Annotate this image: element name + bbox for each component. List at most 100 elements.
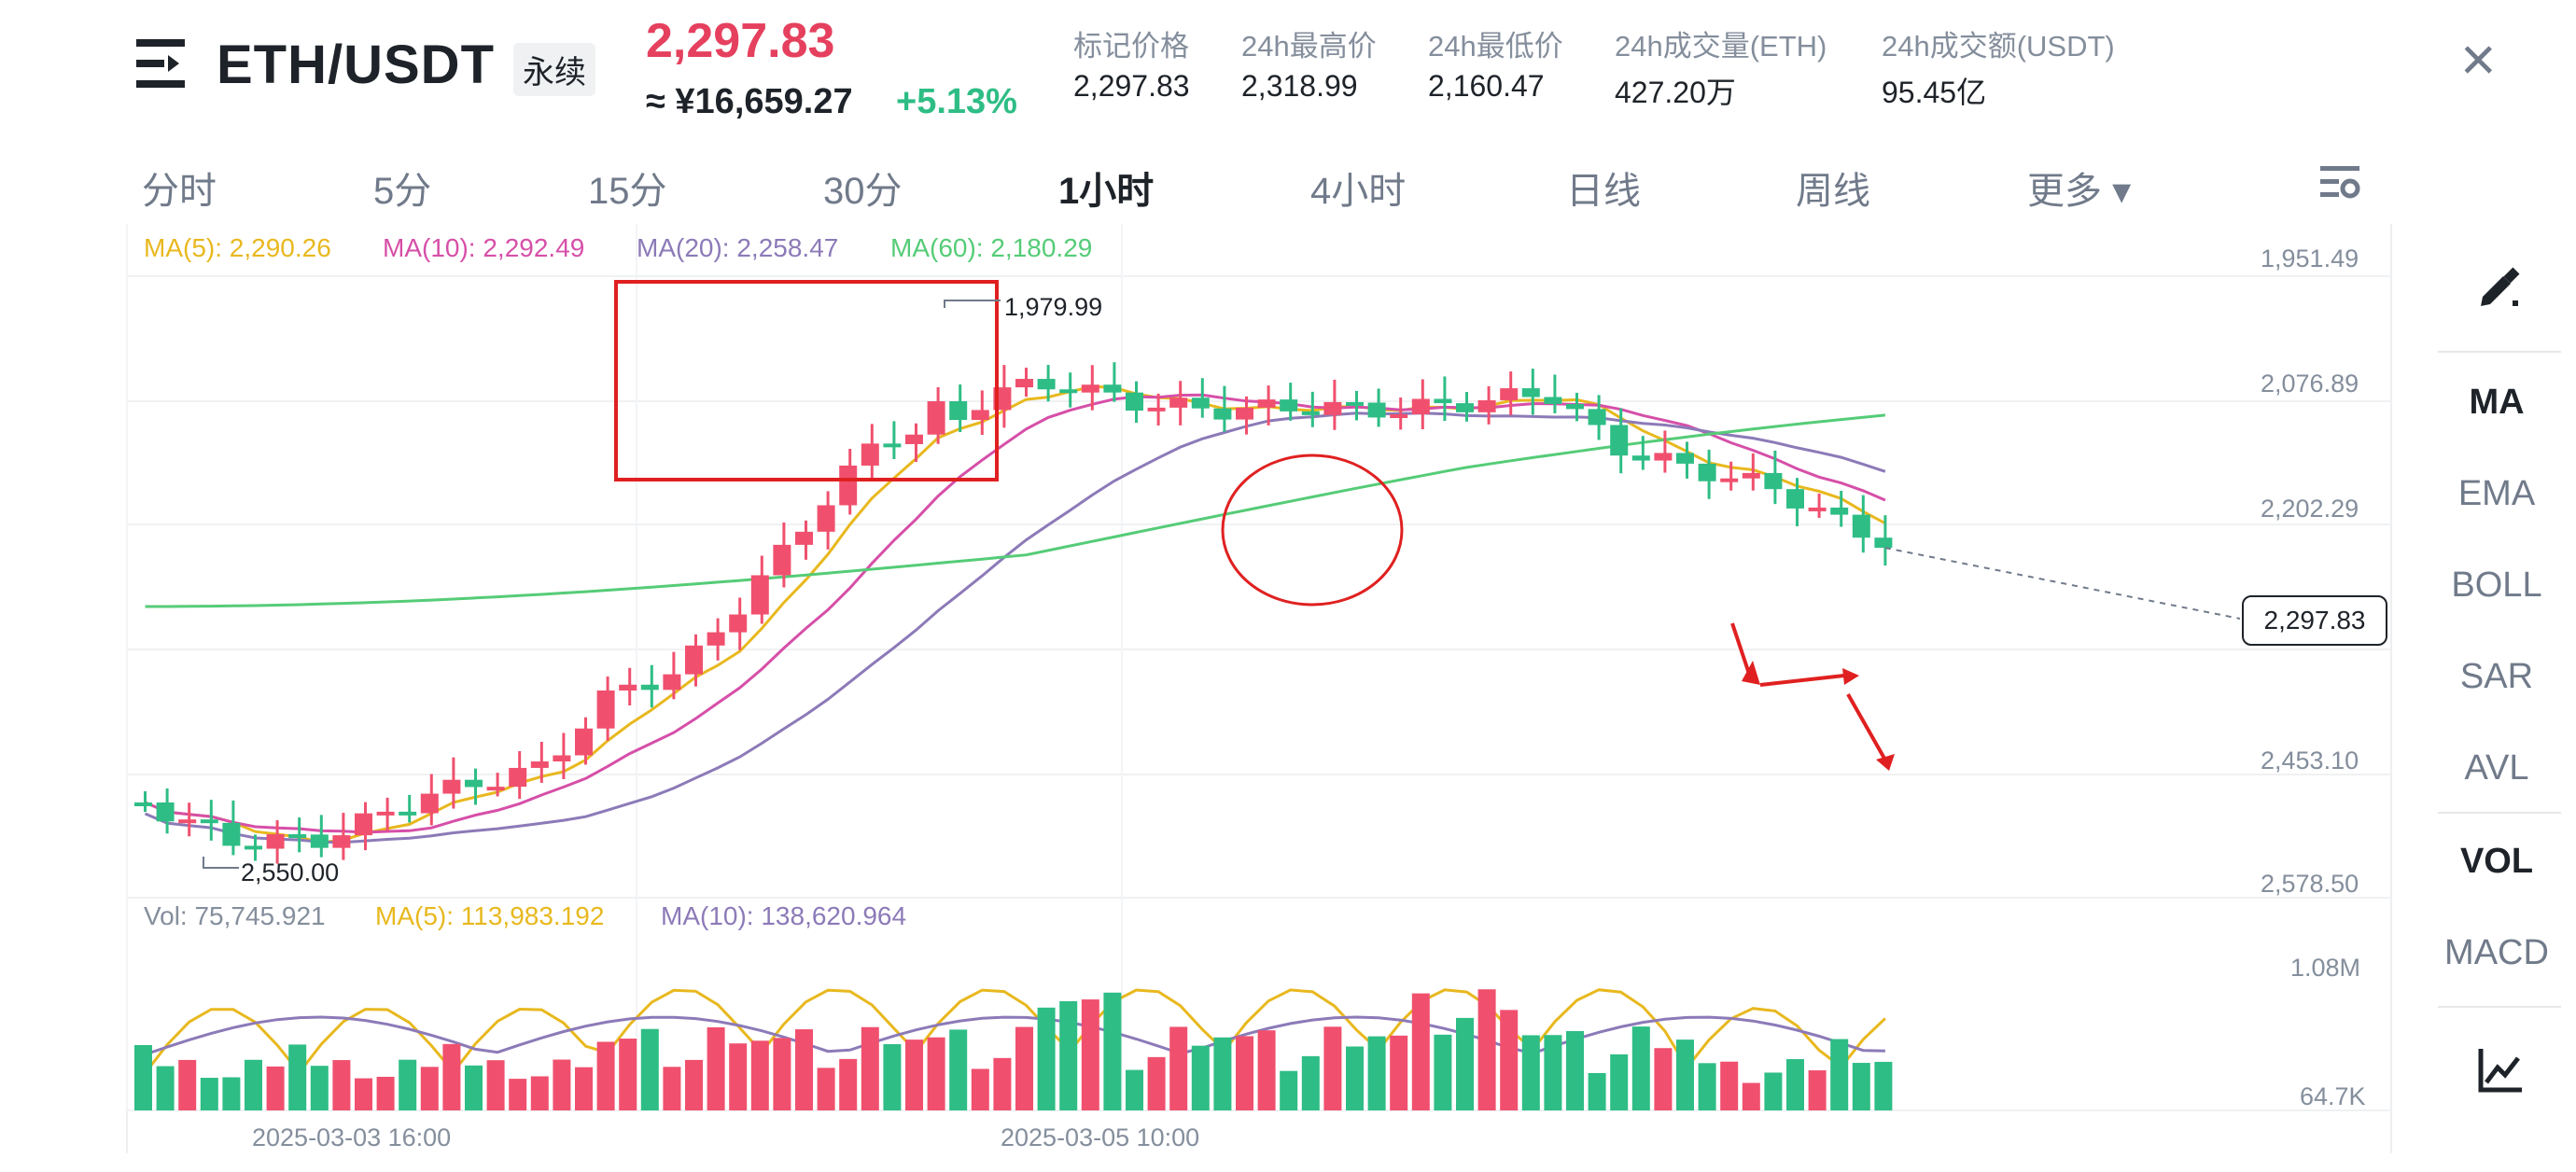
candle-body — [640, 684, 659, 691]
volume-bar — [465, 1065, 483, 1110]
volume-bar — [1257, 1030, 1276, 1110]
volume-bars — [134, 989, 1893, 1110]
volume-bar — [905, 1039, 923, 1110]
chart-settings-icon[interactable] — [2318, 160, 2361, 203]
candle-body — [134, 802, 152, 806]
candle-body — [288, 834, 307, 839]
tab-5min[interactable]: 5分 — [373, 171, 432, 212]
candle-body — [355, 813, 372, 836]
candle-body — [1808, 507, 1827, 511]
volume-bar — [640, 1028, 659, 1110]
tab-more[interactable]: 更多 ▾ — [2027, 171, 2132, 212]
volume-bar — [663, 1067, 681, 1110]
trend-arrow — [1759, 674, 1845, 687]
y-axis-label: 1,951.49 — [2261, 244, 2359, 272]
candle-body — [883, 443, 902, 448]
tab-15min[interactable]: 15分 — [588, 171, 667, 212]
stat-low-label: 24h最低价 — [1428, 30, 1563, 63]
indicator-vol[interactable]: VOL — [2459, 842, 2534, 881]
candle-body — [376, 811, 395, 816]
candle-body — [1654, 453, 1673, 461]
volume-bar — [927, 1037, 945, 1110]
volume-bar — [288, 1044, 307, 1110]
candle-body — [1610, 425, 1629, 456]
volume-bar — [1015, 1026, 1033, 1110]
candle-body — [663, 674, 681, 691]
candle-body — [200, 819, 218, 824]
candle-body — [1500, 388, 1519, 400]
tab-daily[interactable]: 日线 — [1566, 171, 1641, 212]
volume-bar — [949, 1029, 968, 1110]
candle-body — [729, 614, 748, 633]
volume-bar — [332, 1060, 351, 1110]
volume-bar — [685, 1059, 703, 1110]
pair-title[interactable]: ETH/USDT — [217, 35, 495, 95]
volume-bar — [773, 1038, 791, 1110]
candle-body — [1015, 379, 1033, 388]
indicator-sar[interactable]: SAR — [2459, 657, 2534, 696]
candle-body — [465, 779, 483, 788]
candle-body — [310, 834, 329, 848]
candle-body — [839, 465, 858, 506]
volume-bar — [1698, 1063, 1716, 1110]
volume-bar — [530, 1076, 549, 1110]
volume-bar — [553, 1059, 571, 1110]
volume-bar — [1676, 1039, 1694, 1110]
tab-1hour[interactable]: 1小时 — [1058, 171, 1155, 212]
sidebar-divider — [2438, 812, 2561, 814]
sidebar-divider — [2438, 1006, 2561, 1008]
chart-analysis-icon[interactable] — [2477, 1047, 2524, 1094]
ma20-line — [144, 412, 1886, 844]
candle-body — [1588, 409, 1606, 426]
candle-body — [707, 632, 725, 646]
draw-tool-icon[interactable] — [2475, 263, 2524, 312]
candle-body — [1742, 472, 1760, 479]
indicator-boll[interactable]: BOLL — [2451, 565, 2542, 605]
high-price-marker: 1,979.99 — [1004, 293, 1103, 321]
x-axis-label: 2025-03-05 10:00 — [1001, 1123, 1200, 1151]
candle-body — [1874, 537, 1893, 549]
candle-body — [486, 787, 505, 791]
menu-icon[interactable] — [136, 37, 187, 90]
volume-bar — [729, 1043, 748, 1110]
tab-30min[interactable]: 30分 — [823, 171, 903, 212]
candle-body — [1566, 403, 1584, 410]
candle-body — [1081, 384, 1099, 393]
indicator-ma[interactable]: MA — [2469, 383, 2525, 422]
high-marker-line — [944, 300, 1001, 308]
indicator-ema[interactable]: EMA — [2457, 474, 2536, 513]
ma5-legend: MA(5): 2,290.26 — [144, 233, 331, 262]
y-axis-label: 2,453.10 — [2261, 746, 2359, 774]
volume-bar — [1059, 1000, 1078, 1110]
candle-body — [905, 434, 923, 444]
moving-average-lines — [144, 384, 1886, 1075]
volume-axis-max: 1.08M — [2290, 954, 2361, 982]
candle-body — [773, 544, 791, 576]
stat-turnover-label: 24h成交额(USDT) — [1882, 30, 2115, 63]
low-marker-line — [203, 857, 239, 869]
tab-4hour[interactable]: 4小时 — [1310, 171, 1407, 212]
volume-bar — [1169, 1026, 1188, 1110]
volume-bar — [1236, 1036, 1253, 1110]
tab-timeshare[interactable]: 分时 — [142, 171, 217, 212]
candle-body — [1764, 472, 1783, 490]
volume-bar — [1434, 1034, 1452, 1110]
vol-legend: Vol: 75,745.921 — [144, 901, 326, 930]
candle-body — [1169, 398, 1188, 408]
indicator-avl[interactable]: AVL — [2464, 748, 2529, 788]
indicator-macd[interactable]: MACD — [2444, 933, 2549, 972]
volume-bar — [266, 1066, 285, 1110]
arrow-head — [1842, 668, 1859, 685]
volume-bar — [355, 1078, 372, 1110]
candle-body — [509, 767, 527, 788]
candle-body — [861, 443, 879, 466]
candle-body — [1411, 398, 1430, 415]
close-icon[interactable]: × — [2460, 24, 2497, 93]
volume-bar — [1301, 1055, 1320, 1110]
tab-weekly[interactable]: 周线 — [1796, 171, 1870, 212]
volume-bar — [1191, 1045, 1210, 1110]
volume-bar — [1411, 993, 1430, 1110]
candle-body — [1236, 407, 1253, 420]
volume-bar — [750, 1040, 769, 1110]
